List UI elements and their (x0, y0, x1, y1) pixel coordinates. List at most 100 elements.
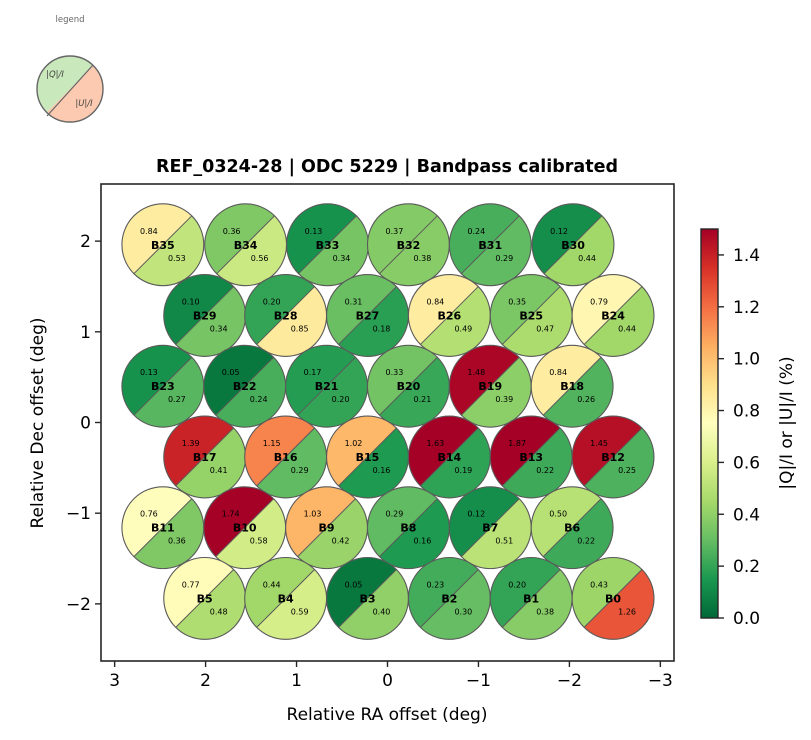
beam-u-half (544, 215, 614, 286)
colorbar-tick-label: 1.0 (733, 350, 760, 370)
beam-u-value: 0.44 (618, 324, 636, 333)
beam-q-half (163, 557, 234, 628)
beam-divider (420, 427, 479, 487)
x-axis: 3 2 1 0 −1 −2 −3 (109, 661, 673, 691)
legend-upper-half (37, 55, 94, 113)
beam-u-half (175, 569, 246, 640)
beam-q-half (244, 274, 315, 345)
beam-b10: 1.74 B10 0.58 (203, 486, 287, 570)
beam-q-half (531, 345, 602, 416)
beam-q-half (572, 274, 643, 345)
beam-b31: 0.24 B31 0.29 (448, 203, 532, 287)
beam-b8: 0.29 B8 0.16 (366, 486, 450, 570)
beam-outline (448, 203, 532, 287)
beam-label: B33 (316, 239, 340, 252)
beam-label: B35 (151, 239, 175, 252)
beam-q-half (244, 416, 315, 486)
beam-q-half (203, 486, 274, 557)
y-axis-label: Relative Dec offset (deg) (28, 317, 48, 528)
beam-q-value: 0.13 (140, 368, 158, 377)
beam-q-half (408, 557, 479, 628)
beam-q-half (285, 486, 356, 557)
x-tick-label: 0 (382, 671, 393, 691)
beam-q-value: 0.37 (386, 227, 404, 236)
beam-q-half (449, 486, 520, 557)
beam-outline (121, 203, 205, 287)
beam-u-half (338, 569, 409, 640)
beam-divider (133, 356, 193, 416)
beam-q-half (531, 486, 602, 557)
beam-u-half (461, 498, 532, 569)
beam-u-half (338, 286, 409, 357)
beam-label: B30 (561, 239, 585, 252)
beam-u-half (297, 357, 368, 428)
beam-label: B21 (315, 380, 339, 393)
beam-outline (530, 344, 614, 428)
beam-b7: 0.12 B7 0.51 (448, 486, 532, 570)
beam-divider (501, 427, 561, 487)
beam-u-value: 0.58 (250, 537, 268, 546)
beam-outline (531, 203, 615, 287)
colorbar-label: |Q|/I or |U|/I (%) (777, 356, 797, 489)
beam-divider (338, 427, 397, 487)
beam-u-half (584, 286, 654, 357)
beam-u-half (256, 569, 327, 640)
beam-label: B28 (274, 309, 298, 322)
beam-q-half (204, 203, 275, 274)
beam-q-value: 1.02 (345, 439, 363, 448)
beam-divider (175, 427, 234, 487)
beam-u-half (584, 428, 654, 498)
beam-q-value: 1.74 (222, 510, 240, 519)
beam-u-value: 0.20 (332, 395, 350, 404)
beam-u-value: 0.44 (578, 254, 596, 263)
beam-b2: 0.23 B2 0.30 (407, 556, 491, 640)
x-tick-label: −1 (466, 671, 491, 691)
colorbar-tick-label: 1.4 (733, 246, 760, 266)
beam-divider (501, 569, 561, 628)
beam-u-half (133, 498, 204, 569)
beam-outline (571, 274, 655, 357)
beam-u-value: 0.21 (414, 395, 432, 404)
x-tick-label: 1 (291, 671, 302, 691)
beam-u-half (420, 569, 491, 640)
beam-b12: 1.45 B12 0.25 (571, 415, 655, 499)
beam-divider (216, 215, 275, 275)
beam-q-value: 1.45 (590, 439, 608, 448)
beam-q-value: 0.43 (590, 580, 608, 589)
beam-label: B22 (233, 380, 257, 393)
beam-b34: 0.36 B34 0.56 (204, 203, 288, 287)
beam-q-half (163, 416, 234, 486)
beam-u-half (256, 428, 327, 498)
beam-u-value: 0.29 (291, 466, 309, 475)
beam-u-value: 0.34 (333, 254, 351, 263)
beams-layer: 0.84 B35 0.53 0.36 B34 0.56 0.13 B33 0.34 0.37 B32… (121, 203, 655, 640)
beam-b33: 0.13 B33 0.34 (285, 203, 369, 287)
beam-q-value: 0.36 (223, 227, 241, 236)
y-axis: 2 1 0 −1 −2 (66, 232, 101, 615)
beam-u-value: 0.29 (495, 254, 513, 263)
beam-label: B11 (151, 522, 175, 535)
beam-q-value: 0.76 (140, 510, 158, 519)
beam-q-half (490, 416, 561, 486)
beam-q-half (367, 203, 438, 274)
beam-u-half (133, 215, 204, 286)
beam-u-value: 0.26 (577, 395, 595, 404)
beam-q-value: 0.33 (386, 368, 404, 377)
beam-q-value: 1.03 (304, 510, 322, 519)
beam-b0: 0.43 B0 1.26 (571, 556, 655, 640)
beam-label: B19 (478, 380, 502, 393)
beam-q-half (367, 486, 438, 557)
beam-divider (543, 215, 603, 275)
beam-b5: 0.77 B5 0.48 (163, 556, 247, 640)
beam-u-half (543, 357, 614, 428)
beam-b20: 0.33 B20 0.21 (366, 344, 450, 428)
beam-u-half (420, 428, 491, 498)
beam-b17: 1.39 B17 0.41 (163, 415, 247, 499)
beam-u-value: 0.25 (618, 466, 636, 475)
beam-label: B34 (234, 239, 258, 252)
beam-divider (501, 286, 561, 345)
x-tick-label: 2 (200, 671, 211, 691)
beam-u-value: 0.24 (250, 395, 268, 404)
beam-b29: 0.10 B29 0.34 (163, 274, 247, 357)
beam-divider (256, 286, 315, 345)
